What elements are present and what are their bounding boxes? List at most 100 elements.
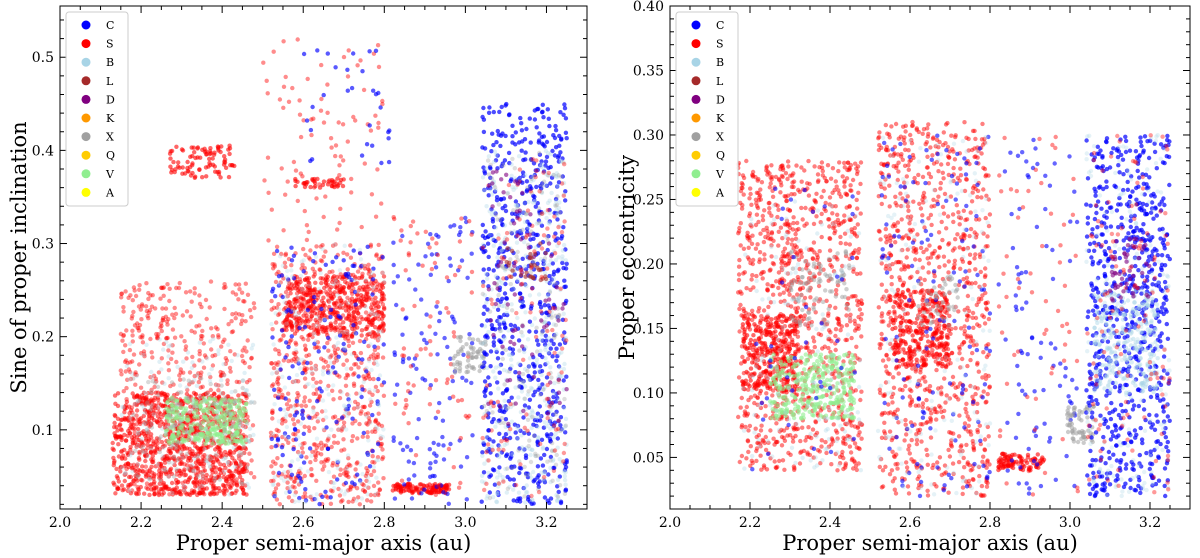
data-point-S <box>204 174 209 179</box>
data-point-C <box>406 459 411 464</box>
data-point-S <box>338 177 344 183</box>
data-point-X <box>217 404 222 410</box>
data-point-C <box>452 223 457 228</box>
data-point-X <box>133 448 138 453</box>
data-point-S <box>312 442 318 447</box>
data-point-S <box>338 499 344 504</box>
data-point-B <box>270 431 276 437</box>
data-point-S <box>302 395 308 400</box>
data-point-C <box>307 446 313 451</box>
data-point-S <box>296 393 301 398</box>
data-point-S <box>334 317 339 322</box>
data-point-S <box>371 469 377 474</box>
data-point-S <box>182 171 188 176</box>
data-point-S <box>293 340 298 345</box>
data-point-S <box>367 287 372 292</box>
data-point-S <box>193 484 198 489</box>
data-point-C <box>553 123 558 129</box>
data-point-S <box>195 459 201 464</box>
data-point-S <box>343 383 349 388</box>
data-point-C <box>516 338 522 343</box>
data-point-S <box>176 489 181 495</box>
data-point-S <box>203 297 209 303</box>
data-point-B <box>544 215 549 221</box>
data-point-X <box>149 389 154 394</box>
data-point-B <box>192 468 197 473</box>
data-point-S <box>139 477 144 483</box>
data-point-B <box>557 351 562 356</box>
data-point-S <box>322 285 327 291</box>
data-point-S <box>286 299 292 305</box>
data-point-S <box>201 469 206 474</box>
data-point-S <box>375 281 380 286</box>
data-point-S <box>366 281 372 286</box>
data-point-C <box>437 318 442 324</box>
data-point-S <box>406 389 411 394</box>
data-point-S <box>364 421 369 426</box>
data-point-S <box>187 370 193 375</box>
data-point-B <box>191 398 196 404</box>
data-point-S <box>195 492 200 498</box>
data-point-S <box>276 348 281 354</box>
data-point-S <box>120 338 125 343</box>
data-point-S <box>272 489 277 495</box>
data-point-S <box>145 433 150 438</box>
data-point-B <box>285 279 291 284</box>
data-point-V <box>184 397 189 402</box>
data-point-S <box>321 179 327 184</box>
data-point-S <box>343 473 349 478</box>
data-point-S <box>371 483 377 489</box>
data-point-C <box>319 306 324 312</box>
data-point-C <box>510 334 515 340</box>
data-point-C <box>562 284 567 290</box>
data-point-S <box>215 327 220 332</box>
data-point-S <box>184 356 189 361</box>
data-point-S <box>142 352 147 357</box>
data-point-C <box>278 407 283 412</box>
data-point-B <box>164 339 169 345</box>
data-point-S <box>287 285 292 291</box>
data-point-X <box>247 439 252 444</box>
data-point-X <box>146 379 151 385</box>
data-point-S <box>354 486 360 491</box>
data-point-C <box>503 103 508 108</box>
data-point-C <box>272 387 277 392</box>
data-point-C <box>531 236 536 241</box>
data-point-C <box>534 125 539 130</box>
data-point-S <box>331 274 337 279</box>
data-point-S <box>301 494 306 500</box>
data-point-S <box>187 410 193 415</box>
data-point-S <box>330 489 335 494</box>
data-point-B <box>174 402 179 407</box>
data-point-S <box>344 473 350 478</box>
data-point-S <box>301 246 306 252</box>
data-point-S <box>209 347 214 352</box>
data-point-S <box>286 440 291 445</box>
data-point-S <box>241 491 246 496</box>
data-point-B <box>202 446 207 452</box>
data-point-S <box>146 400 151 405</box>
data-point-S <box>154 379 159 384</box>
data-point-S <box>376 304 381 309</box>
data-point-C <box>450 378 455 384</box>
data-point-V <box>204 438 210 443</box>
data-point-S <box>363 473 369 479</box>
data-point-S <box>198 470 203 475</box>
data-point-B <box>242 370 247 376</box>
data-point-X <box>464 342 469 347</box>
data-point-B <box>357 247 363 253</box>
data-point-X <box>240 451 245 456</box>
data-point-C <box>535 106 540 112</box>
data-point-S <box>177 461 183 466</box>
data-point-S <box>319 446 324 451</box>
data-point-C <box>343 480 349 486</box>
data-point-B <box>163 431 168 436</box>
data-point-S <box>239 318 245 323</box>
data-point-B <box>338 303 343 308</box>
data-point-S <box>364 290 370 295</box>
data-point-S <box>123 438 129 443</box>
data-point-S <box>183 344 189 349</box>
data-point-B <box>352 331 358 336</box>
data-point-V <box>244 401 249 406</box>
data-point-C <box>490 467 496 472</box>
